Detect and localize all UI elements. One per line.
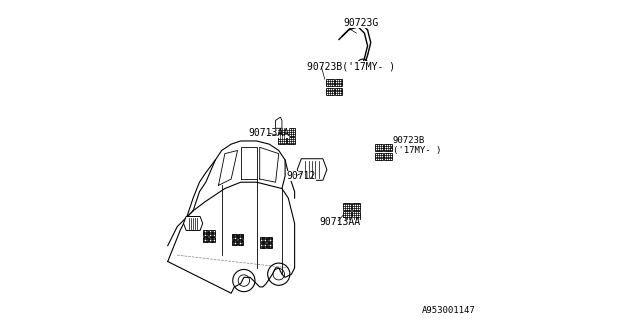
Text: 90713AA: 90713AA	[248, 128, 290, 138]
Text: 90723G: 90723G	[344, 18, 379, 28]
Text: 90723B
('17MY- ): 90723B ('17MY- )	[393, 136, 442, 156]
Bar	[375, 144, 383, 151]
Bar	[384, 144, 392, 151]
Bar	[209, 230, 215, 236]
Bar	[335, 79, 342, 86]
Bar	[344, 203, 351, 210]
Bar	[287, 128, 295, 136]
Bar	[238, 240, 243, 245]
Bar	[335, 88, 342, 95]
Bar	[326, 79, 333, 86]
Bar	[375, 153, 383, 160]
Bar	[278, 128, 286, 136]
Bar	[203, 236, 209, 242]
Polygon shape	[276, 117, 282, 128]
Bar	[278, 137, 286, 144]
Bar	[203, 230, 209, 236]
Text: 90713AA: 90713AA	[319, 217, 360, 227]
Polygon shape	[297, 159, 327, 180]
Bar	[326, 88, 333, 95]
Text: 90712: 90712	[287, 171, 316, 181]
Bar	[287, 137, 295, 144]
Bar	[353, 212, 360, 219]
Bar	[260, 237, 266, 242]
Text: A953001147: A953001147	[422, 307, 476, 316]
Polygon shape	[184, 216, 203, 230]
Bar	[209, 236, 215, 242]
Bar	[232, 240, 237, 245]
Bar	[266, 243, 272, 248]
Bar	[344, 212, 351, 219]
Bar	[266, 237, 272, 242]
Bar	[384, 153, 392, 160]
Bar	[232, 234, 237, 239]
Bar	[260, 243, 266, 248]
Bar	[238, 234, 243, 239]
Bar	[353, 203, 360, 210]
Text: 90723B('17MY- ): 90723B('17MY- )	[307, 61, 396, 71]
